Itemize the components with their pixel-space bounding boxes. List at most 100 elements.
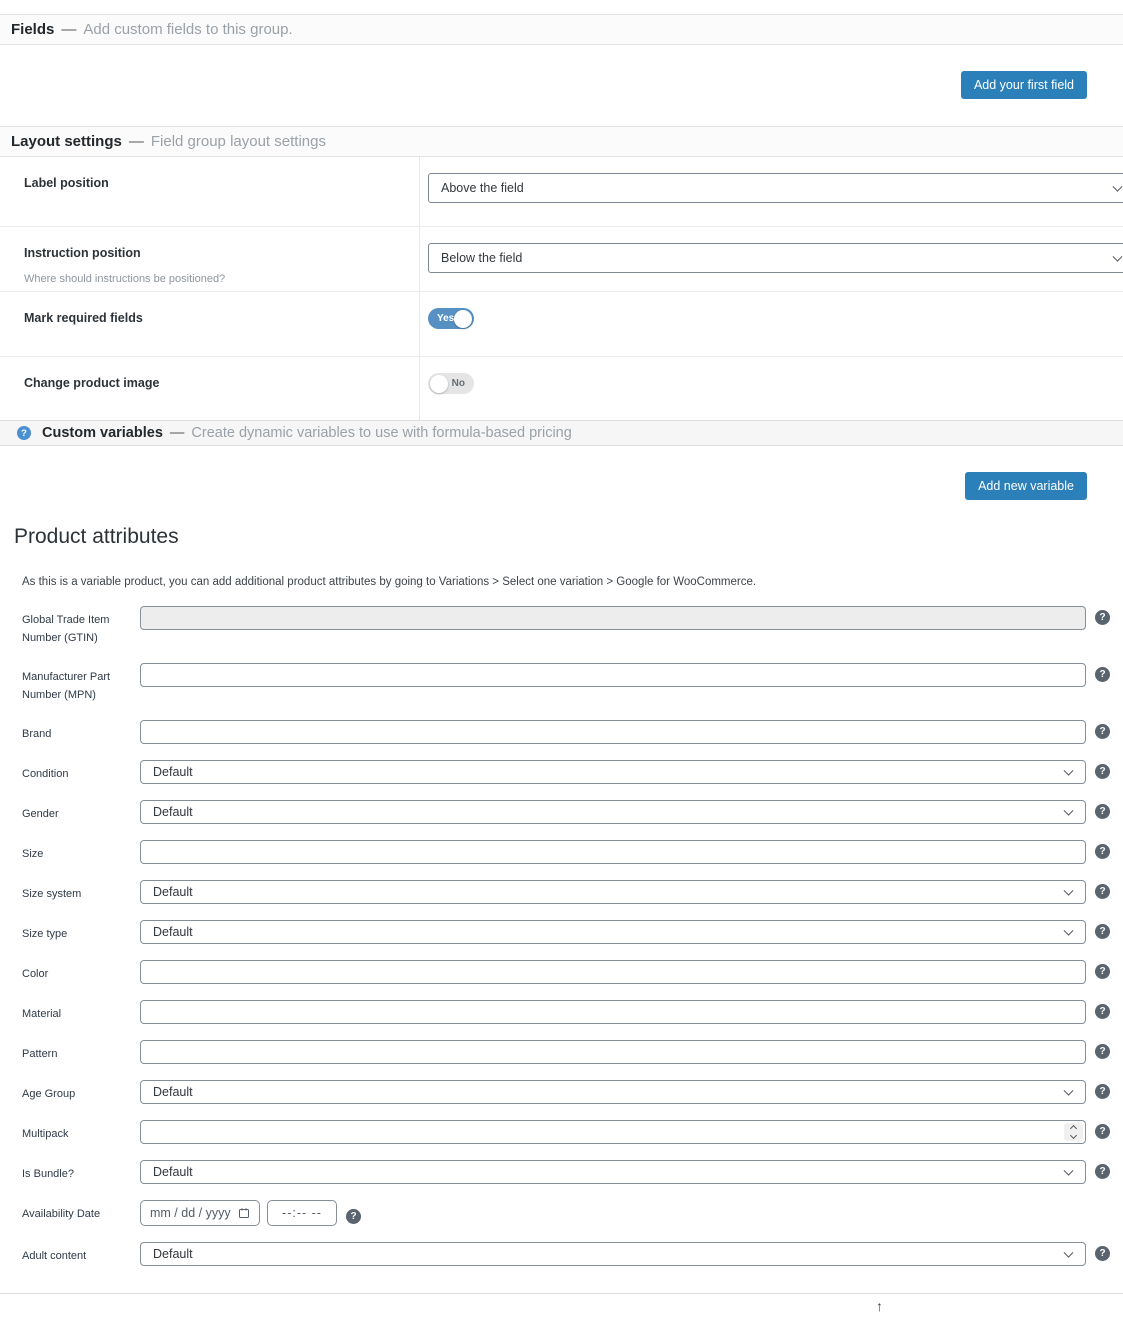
attribute-row: Brand? — [0, 720, 1123, 744]
attribute-label: Adult content — [22, 1250, 87, 1262]
custom-variables-title: Custom variables — [42, 425, 163, 441]
chevron-down-icon — [1063, 925, 1074, 936]
help-icon[interactable]: ? — [1095, 844, 1110, 859]
help-icon[interactable]: ? — [1095, 1164, 1110, 1179]
layout-settings-subtitle: Field group layout settings — [150, 133, 326, 150]
date-placeholder: mm / dd / yyyy — [150, 1206, 231, 1220]
attribute-field: Default — [140, 880, 1086, 904]
attribute-field: Default — [140, 760, 1086, 784]
datetime-inputs: mm / dd / yyyy --:-- --? — [140, 1200, 1086, 1226]
select-dropdown[interactable]: Default — [140, 1160, 1086, 1184]
number-stepper[interactable] — [1064, 1123, 1083, 1141]
attribute-text-input[interactable] — [140, 663, 1086, 687]
attribute-label: Condition — [22, 768, 69, 780]
setting-label-cell: Instruction position Where should instruc… — [0, 227, 420, 291]
attribute-text-input[interactable] — [140, 606, 1086, 630]
add-new-variable-button[interactable]: Add new variable — [965, 472, 1087, 500]
title-separator: — — [61, 21, 77, 38]
help-icon[interactable]: ? — [17, 426, 31, 440]
scroll-to-top-arrow-icon[interactable]: ↑ — [876, 1298, 883, 1314]
attribute-field — [140, 1040, 1086, 1064]
attribute-field — [140, 1120, 1086, 1144]
setting-control-cell: Below the field — [420, 227, 1123, 291]
select-dropdown[interactable]: Below the field — [428, 243, 1123, 273]
select-dropdown[interactable]: Default — [140, 920, 1086, 944]
select-value: Default — [153, 765, 193, 779]
attribute-row: Is Bundle? Default? — [0, 1160, 1123, 1184]
toggle-switch[interactable]: Yes — [428, 308, 474, 329]
toggle-switch[interactable]: No — [428, 373, 474, 394]
setting-control-cell: Above the field — [420, 157, 1123, 226]
toggle-label: No — [451, 378, 465, 389]
layout-setting-row: Mark required fields Yes — [0, 292, 1123, 357]
attribute-field: mm / dd / yyyy --:-- --? — [140, 1200, 1086, 1226]
attribute-row: Pattern? — [0, 1040, 1123, 1064]
attribute-label: Pattern — [22, 1048, 58, 1060]
title-separator: — — [128, 133, 144, 150]
chevron-down-icon — [1112, 251, 1123, 262]
help-icon[interactable]: ? — [1095, 1246, 1110, 1261]
select-value: Default — [153, 805, 193, 819]
layout-setting-row: Instruction position Where should instruc… — [0, 227, 1123, 292]
attribute-label: Material — [22, 1008, 62, 1020]
time-input[interactable]: --:-- -- — [267, 1200, 337, 1226]
select-value: Default — [153, 1085, 193, 1099]
attribute-row: Gender Default? — [0, 800, 1123, 824]
setting-control-cell: Yes — [420, 292, 1123, 356]
help-icon[interactable]: ? — [1095, 1124, 1110, 1139]
product-attributes-note: As this is a variable product, you can a… — [22, 576, 757, 588]
attribute-field — [140, 840, 1086, 864]
select-value: Default — [153, 885, 193, 899]
help-icon[interactable]: ? — [1095, 964, 1110, 979]
attribute-field: Default — [140, 1080, 1086, 1104]
select-dropdown[interactable]: Above the field — [428, 173, 1123, 203]
date-input[interactable]: mm / dd / yyyy — [140, 1200, 260, 1226]
calendar-icon — [239, 1208, 249, 1218]
setting-label: Mark required fields — [24, 311, 143, 325]
attribute-label: Manufacturer Part Number (MPN) — [22, 671, 111, 701]
attribute-label: Size — [22, 848, 44, 860]
layout-settings-header: Layout settings — Field group layout set… — [0, 126, 1123, 157]
attribute-field — [140, 663, 1086, 687]
help-icon[interactable]: ? — [1095, 667, 1110, 682]
attribute-text-input[interactable] — [140, 960, 1086, 984]
setting-label: Change product image — [24, 376, 160, 390]
select-dropdown[interactable]: Default — [140, 880, 1086, 904]
help-icon[interactable]: ? — [346, 1208, 361, 1224]
help-icon[interactable]: ? — [1095, 804, 1110, 819]
help-icon[interactable]: ? — [1095, 764, 1110, 779]
select-dropdown[interactable]: Default — [140, 1080, 1086, 1104]
attribute-field: Default — [140, 1160, 1086, 1184]
attribute-label: Availability Date — [22, 1208, 101, 1220]
help-icon[interactable]: ? — [1095, 610, 1110, 625]
layout-setting-row: Label position Above the field — [0, 157, 1123, 227]
chevron-down-icon — [1112, 181, 1123, 192]
help-icon[interactable]: ? — [1095, 1044, 1110, 1059]
setting-control-cell: No — [420, 357, 1123, 420]
fields-section-header: Fields — Add custom fields to this group… — [0, 14, 1123, 45]
attribute-row: Size? — [0, 840, 1123, 864]
select-dropdown[interactable]: Default — [140, 760, 1086, 784]
help-icon[interactable]: ? — [1095, 1004, 1110, 1019]
attribute-number-input[interactable] — [140, 1120, 1086, 1144]
attribute-text-input[interactable] — [140, 840, 1086, 864]
help-icon[interactable]: ? — [1095, 884, 1110, 899]
attribute-label: Global Trade Item Number (GTIN) — [22, 614, 110, 644]
attribute-text-input[interactable] — [140, 720, 1086, 744]
setting-label: Label position — [24, 176, 109, 190]
attribute-row: Global Trade Item Number (GTIN)? — [0, 606, 1123, 647]
select-dropdown[interactable]: Default — [140, 800, 1086, 824]
help-icon[interactable]: ? — [1095, 924, 1110, 939]
help-icon[interactable]: ? — [1095, 1084, 1110, 1099]
chevron-down-icon — [1063, 1085, 1074, 1096]
attribute-field — [140, 1000, 1086, 1024]
custom-variables-header: ? Custom variables — Create dynamic vari… — [0, 420, 1123, 446]
select-value: Above the field — [441, 181, 524, 195]
setting-label-cell: Label position — [0, 157, 420, 226]
help-icon[interactable]: ? — [1095, 724, 1110, 739]
add-first-field-button[interactable]: Add your first field — [960, 71, 1087, 99]
select-dropdown[interactable]: Default — [140, 1242, 1086, 1266]
attribute-text-input[interactable] — [140, 1040, 1086, 1064]
attribute-label: Multipack — [22, 1128, 69, 1140]
attribute-text-input[interactable] — [140, 1000, 1086, 1024]
